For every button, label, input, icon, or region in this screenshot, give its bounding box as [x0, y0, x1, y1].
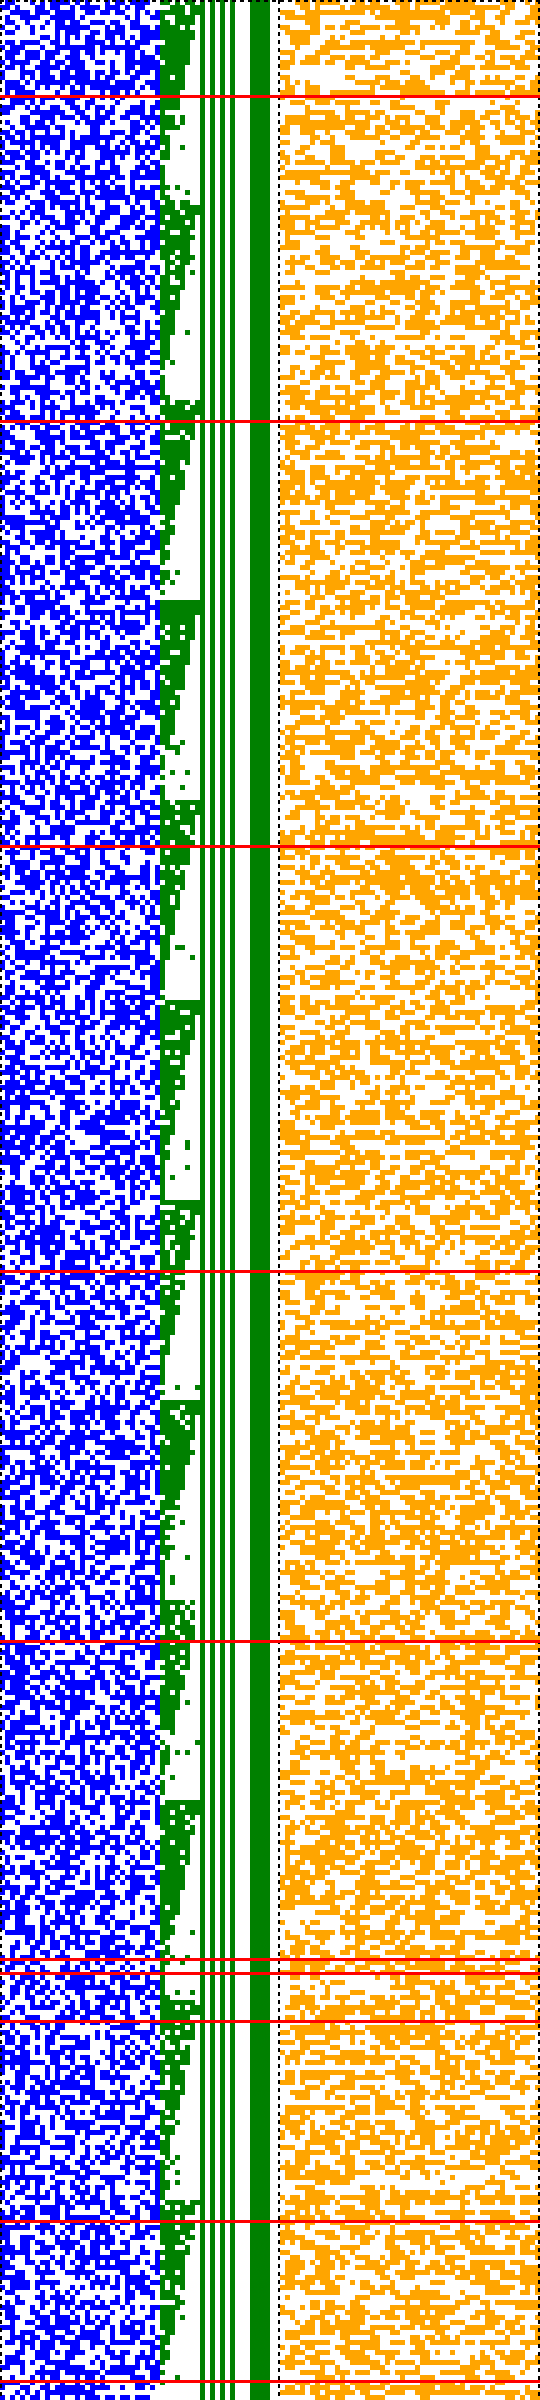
sparsity-pattern-chart: [0, 0, 540, 2400]
